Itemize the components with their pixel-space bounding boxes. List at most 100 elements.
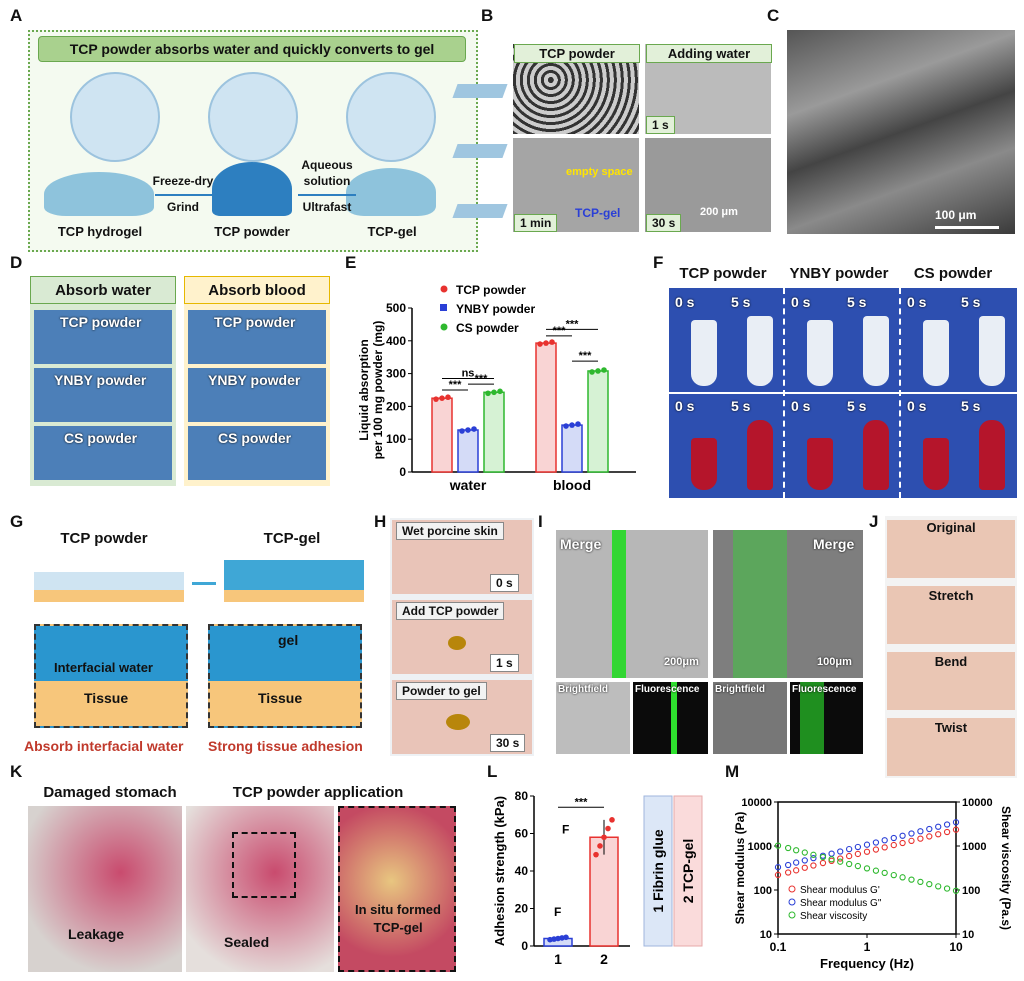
data-point-2 xyxy=(801,849,808,856)
scale-bar-200um: 200 μm xyxy=(700,206,738,218)
h-time-0: 0 s xyxy=(490,574,519,592)
legend-box xyxy=(643,795,673,947)
data-point-1 xyxy=(908,830,915,837)
data-point xyxy=(497,388,503,395)
data-point-1 xyxy=(890,834,897,842)
f-time-5s: 5 s xyxy=(731,294,751,310)
data-point-2 xyxy=(917,878,924,886)
data-point-1 xyxy=(828,850,835,857)
panel-label-j: J xyxy=(869,512,879,531)
legend-label: 1 Fibrin glue xyxy=(650,829,666,912)
significance-label: *** xyxy=(566,318,580,330)
g-title-gel: TCP-gel xyxy=(263,530,321,547)
y-tick-label: 0 xyxy=(521,939,528,953)
data-point-0 xyxy=(890,841,897,849)
data-point-0 xyxy=(810,862,817,869)
x-tick-label: water xyxy=(449,477,487,493)
data-point-2 xyxy=(774,842,782,849)
data-point xyxy=(605,825,611,832)
k-insitu-1: In situ formed xyxy=(355,902,441,917)
significance-label: ns xyxy=(462,368,475,380)
panel-label-g: G xyxy=(10,512,24,531)
g-caption-right: Strong tissue adhesion xyxy=(208,738,363,754)
data-point-2 xyxy=(793,847,800,854)
f-time-0s: 0 s xyxy=(675,398,695,414)
legend-marker xyxy=(788,898,796,906)
data-point-0 xyxy=(952,826,960,833)
data-point-2 xyxy=(810,851,817,858)
panel-label-m: M xyxy=(725,762,740,781)
f-time-5s: 5 s xyxy=(847,398,867,414)
data-point-1 xyxy=(917,828,924,835)
g-tissue-left: Tissue xyxy=(84,690,129,706)
significance-label: *** xyxy=(579,350,593,362)
h-step-add: Add TCP powder xyxy=(396,602,505,620)
data-point-1 xyxy=(793,859,800,866)
y-tick-label: 60 xyxy=(515,827,529,841)
panel-label-f: F xyxy=(653,253,664,272)
panel-label-b: B xyxy=(481,6,494,25)
data-point-2 xyxy=(935,883,942,890)
arrow1-bottom-label: Grind xyxy=(167,200,199,214)
y-tick-label: 20 xyxy=(515,902,529,916)
data-point-2 xyxy=(908,876,915,883)
panel-j-photos: Original Stretch Bend Twist xyxy=(885,516,1017,778)
data-point-0 xyxy=(793,867,800,874)
data-point-1 xyxy=(926,825,933,833)
bar-blood-1 xyxy=(561,424,583,473)
data-point-1 xyxy=(810,854,817,862)
bar-blood-0 xyxy=(535,342,557,473)
data-point xyxy=(445,394,451,401)
y-tick-label: 200 xyxy=(386,399,406,413)
y-tick-label-right: 10000 xyxy=(962,797,993,809)
photo-water-ynby: YNBY powder xyxy=(34,368,172,422)
data-point xyxy=(543,340,549,346)
y-tick-label-right: 100 xyxy=(962,885,980,897)
j-stretch: Stretch xyxy=(928,588,974,603)
force-label: F xyxy=(554,905,561,919)
f-time-5s: 5 s xyxy=(847,294,867,310)
i-merge-label: Merge xyxy=(560,536,602,552)
photo-blood-cs: CS powder xyxy=(188,426,326,480)
bar-blood-2 xyxy=(587,370,609,473)
panel-label-i: I xyxy=(538,512,543,531)
arrow-icon xyxy=(155,194,213,196)
panel-h-photos: Wet porcine skin Add TCP powder Powder t… xyxy=(390,518,534,756)
significance-label: *** xyxy=(575,796,589,808)
data-point-0 xyxy=(854,850,862,858)
legend-box xyxy=(673,795,703,947)
panel-g-schematic: TCP powder TCP-gel Interfacial water Tis… xyxy=(24,520,364,756)
label: Fluorescence xyxy=(635,684,700,695)
data-point xyxy=(601,834,607,841)
g-title-powder: TCP powder xyxy=(60,530,148,547)
data-point-0 xyxy=(943,828,951,836)
panel-label-l: L xyxy=(487,762,498,781)
label-b-1s: 1 s xyxy=(646,116,675,134)
data-point-0 xyxy=(899,839,906,847)
legend-marker xyxy=(788,885,796,893)
panel-label-k: K xyxy=(10,762,23,781)
i-merge-zoom: Merge 100μm xyxy=(713,530,863,678)
y-tick-label: 300 xyxy=(386,367,406,381)
panel-d-absorb-blood: Absorb blood TCP powder YNBY powder CS p… xyxy=(184,276,330,486)
f-title-ynby: YNBY powder xyxy=(789,265,889,282)
data-point-0 xyxy=(863,848,871,855)
data-point-2 xyxy=(863,865,871,872)
y-axis-label: Adhesion strength (kPa) xyxy=(492,796,507,946)
k-insitu-2: TCP-gel xyxy=(373,920,423,935)
label: Fluorescence xyxy=(792,684,857,695)
j-original: Original xyxy=(926,520,976,535)
arrow-icon xyxy=(192,582,216,585)
data-point-1 xyxy=(784,861,792,869)
tcp-hydrogel-blob xyxy=(44,172,154,216)
force-label: F xyxy=(562,823,569,837)
bar-water-2 xyxy=(483,391,505,473)
label: CS powder xyxy=(218,430,292,446)
g-caption-left: Absorb interfacial water xyxy=(24,738,184,754)
k-title-damaged: Damaged stomach xyxy=(43,784,177,801)
f-title-cs: CS powder xyxy=(913,265,993,282)
x-tick-label: 10 xyxy=(949,940,963,954)
panel-a-title: TCP powder absorbs water and quickly con… xyxy=(38,36,466,62)
y-tick-label: 80 xyxy=(515,789,529,803)
data-point-0 xyxy=(845,852,853,860)
